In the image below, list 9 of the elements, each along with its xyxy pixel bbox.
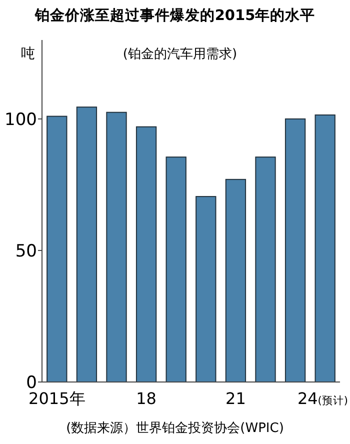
- ylabel: 吨: [21, 46, 35, 62]
- xtick: 21: [226, 389, 246, 408]
- annotation: (数据来源）世界铂金投资协会(WPIC): [66, 421, 284, 436]
- xtick: 18: [136, 389, 156, 408]
- xtick: 24(预计): [297, 389, 348, 408]
- ytick: 50: [15, 241, 37, 262]
- title: 铂金价涨至超过事件爆发的2015年的水平: [34, 8, 316, 24]
- subtitle: (铂金的汽车用需求): [122, 47, 238, 62]
- ytick: 100: [4, 110, 37, 130]
